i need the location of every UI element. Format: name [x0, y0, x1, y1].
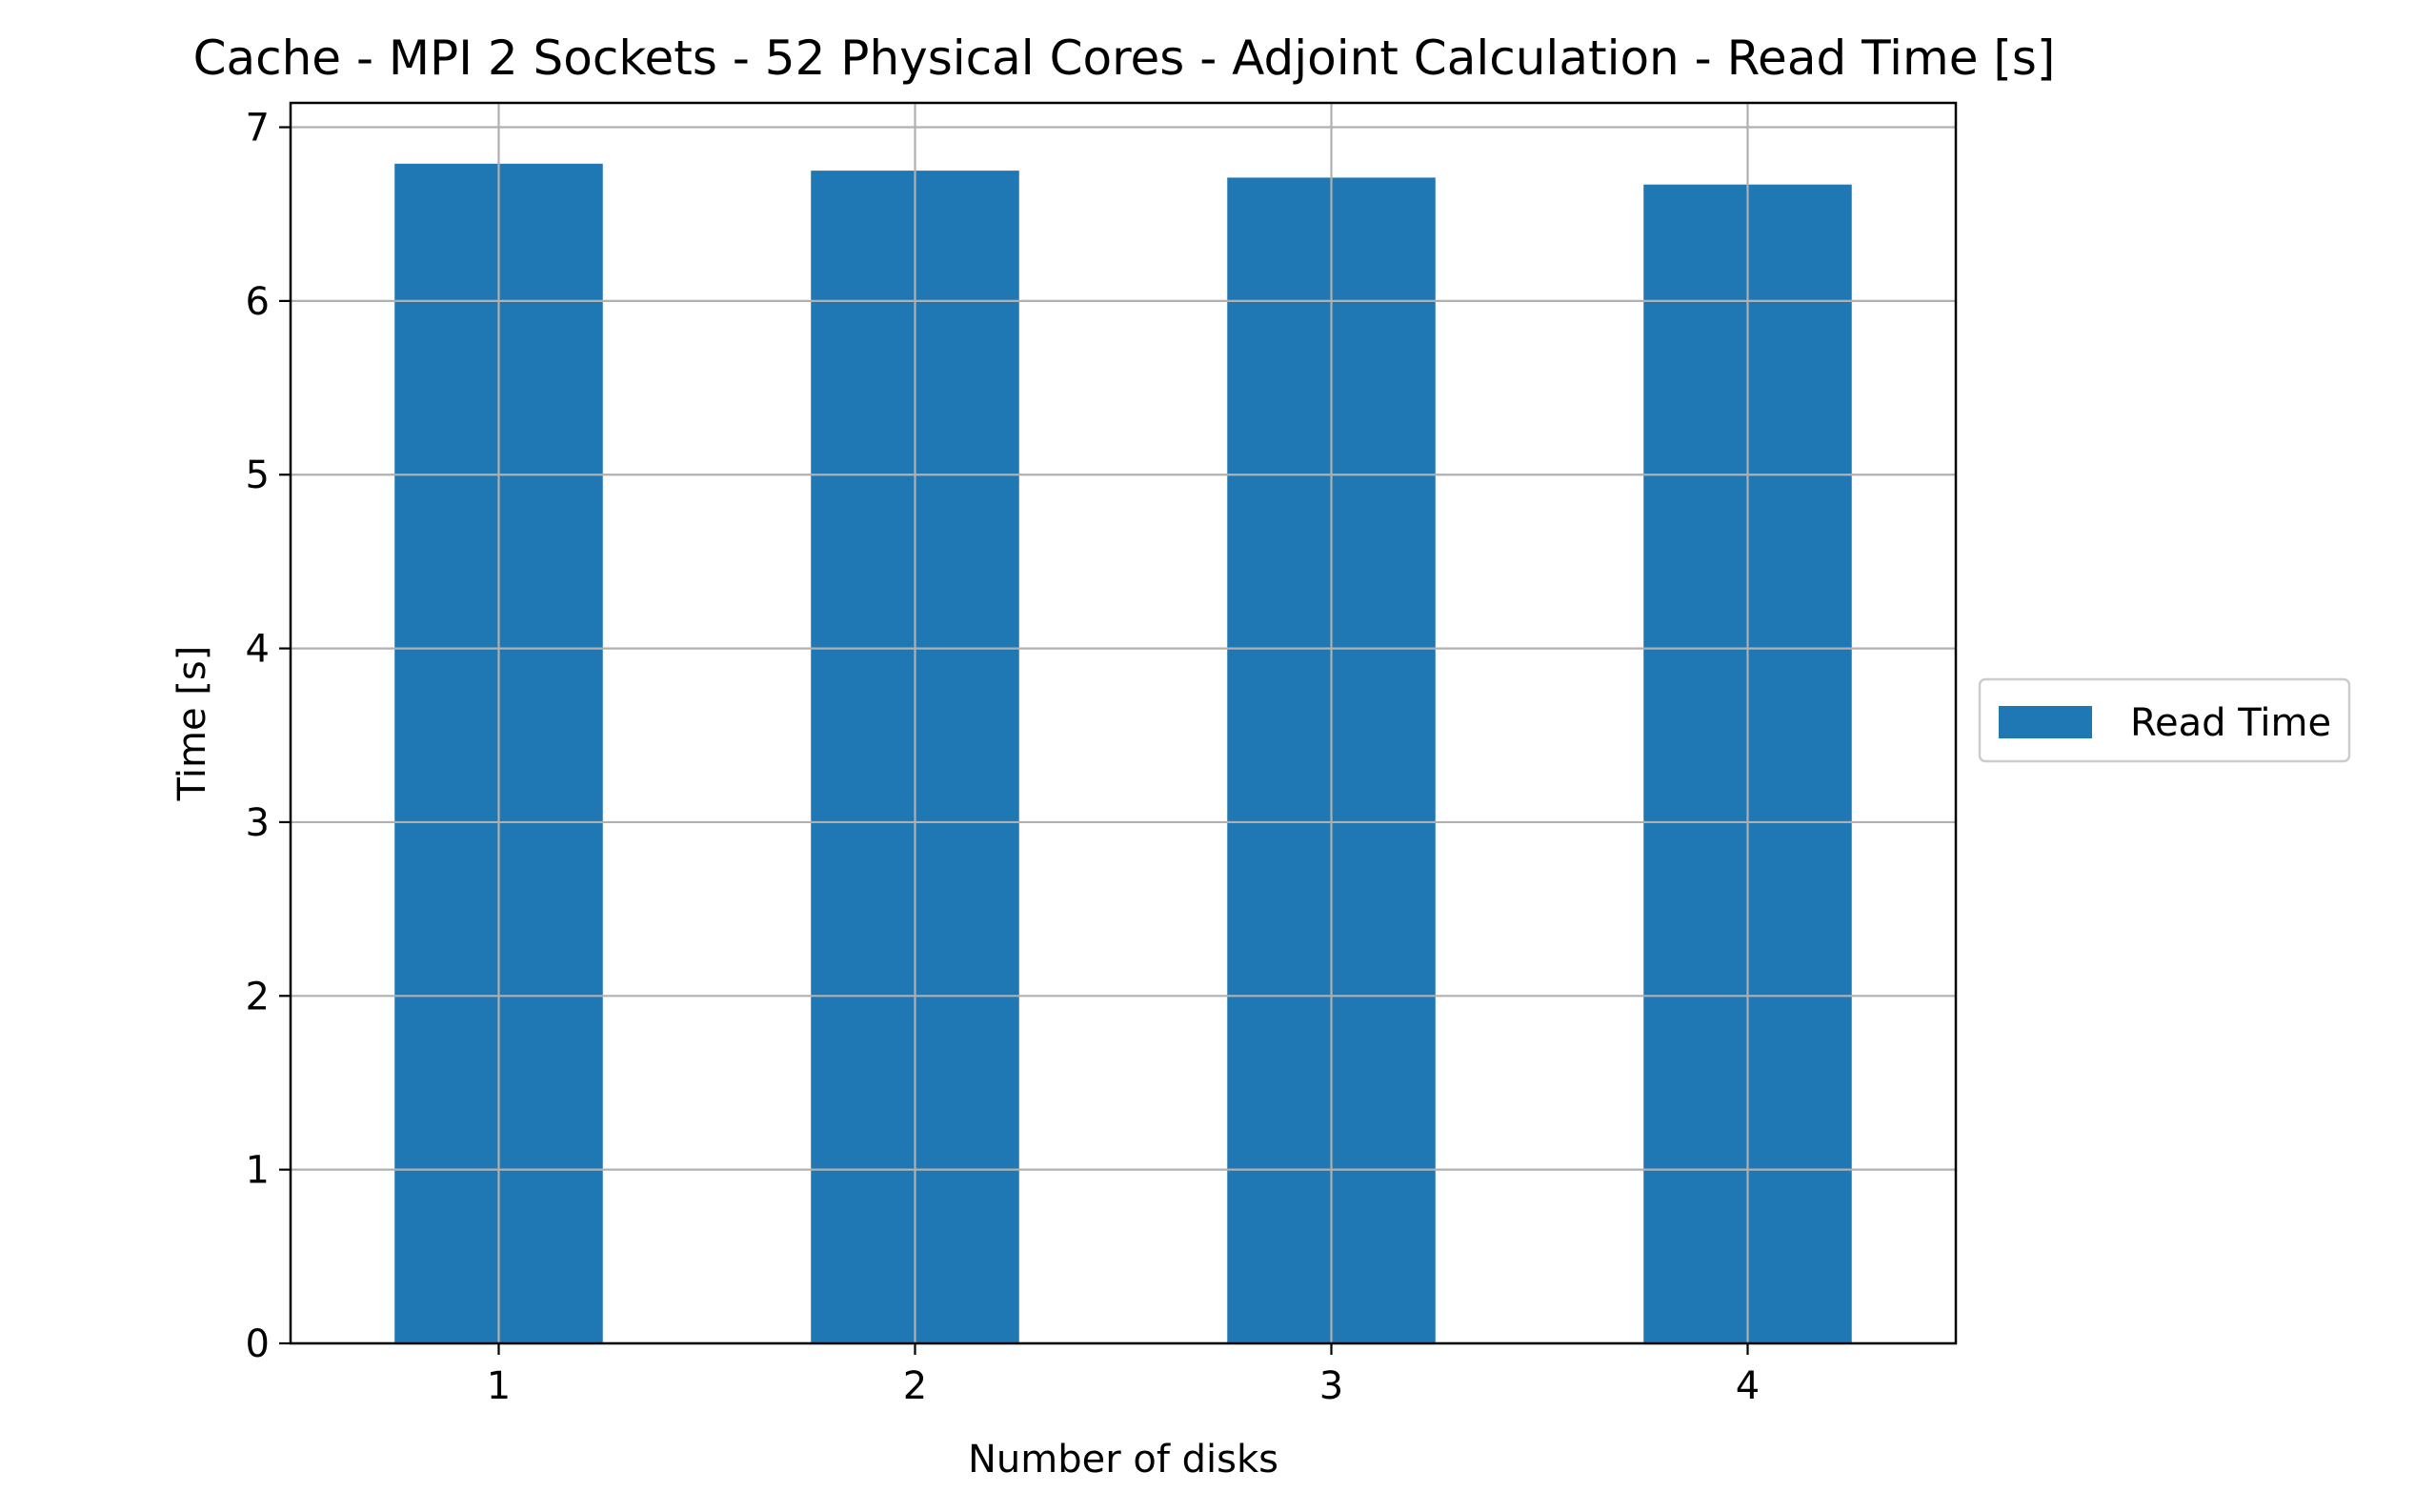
y-tick-label-0: 0 — [246, 1322, 270, 1366]
y-axis-label: Time [s] — [171, 646, 214, 802]
x-tick-label-4: 4 — [1736, 1364, 1760, 1408]
plot-frame — [289, 101, 1958, 1345]
legend-box — [1978, 677, 2351, 763]
y-tick-label-3: 3 — [246, 801, 270, 845]
y-tick-label-6: 6 — [246, 280, 270, 324]
plot-area: 0 1 2 3 4 5 6 7 1 2 3 4 — [246, 101, 1958, 1408]
x-tick-label-2: 2 — [903, 1364, 927, 1408]
x-tick-label-3: 3 — [1319, 1364, 1343, 1408]
legend-swatch — [1999, 706, 2092, 738]
y-tick-label-1: 1 — [246, 1149, 270, 1193]
y-tick-label-4: 4 — [246, 628, 270, 672]
y-tick-label-7: 7 — [246, 107, 270, 151]
ticks-layer: 0 1 2 3 4 5 6 7 1 2 3 4 — [246, 107, 1761, 1408]
legend: Read Time — [1978, 677, 2351, 763]
x-axis-label: Number of disks — [968, 1438, 1278, 1482]
x-tick-label-1: 1 — [487, 1364, 511, 1408]
chart-title: Cache - MPI 2 Sockets - 52 Physical Core… — [193, 30, 2056, 86]
legend-label: Read Time — [2130, 701, 2331, 745]
y-tick-label-5: 5 — [246, 454, 270, 497]
y-tick-label-2: 2 — [246, 975, 270, 1018]
